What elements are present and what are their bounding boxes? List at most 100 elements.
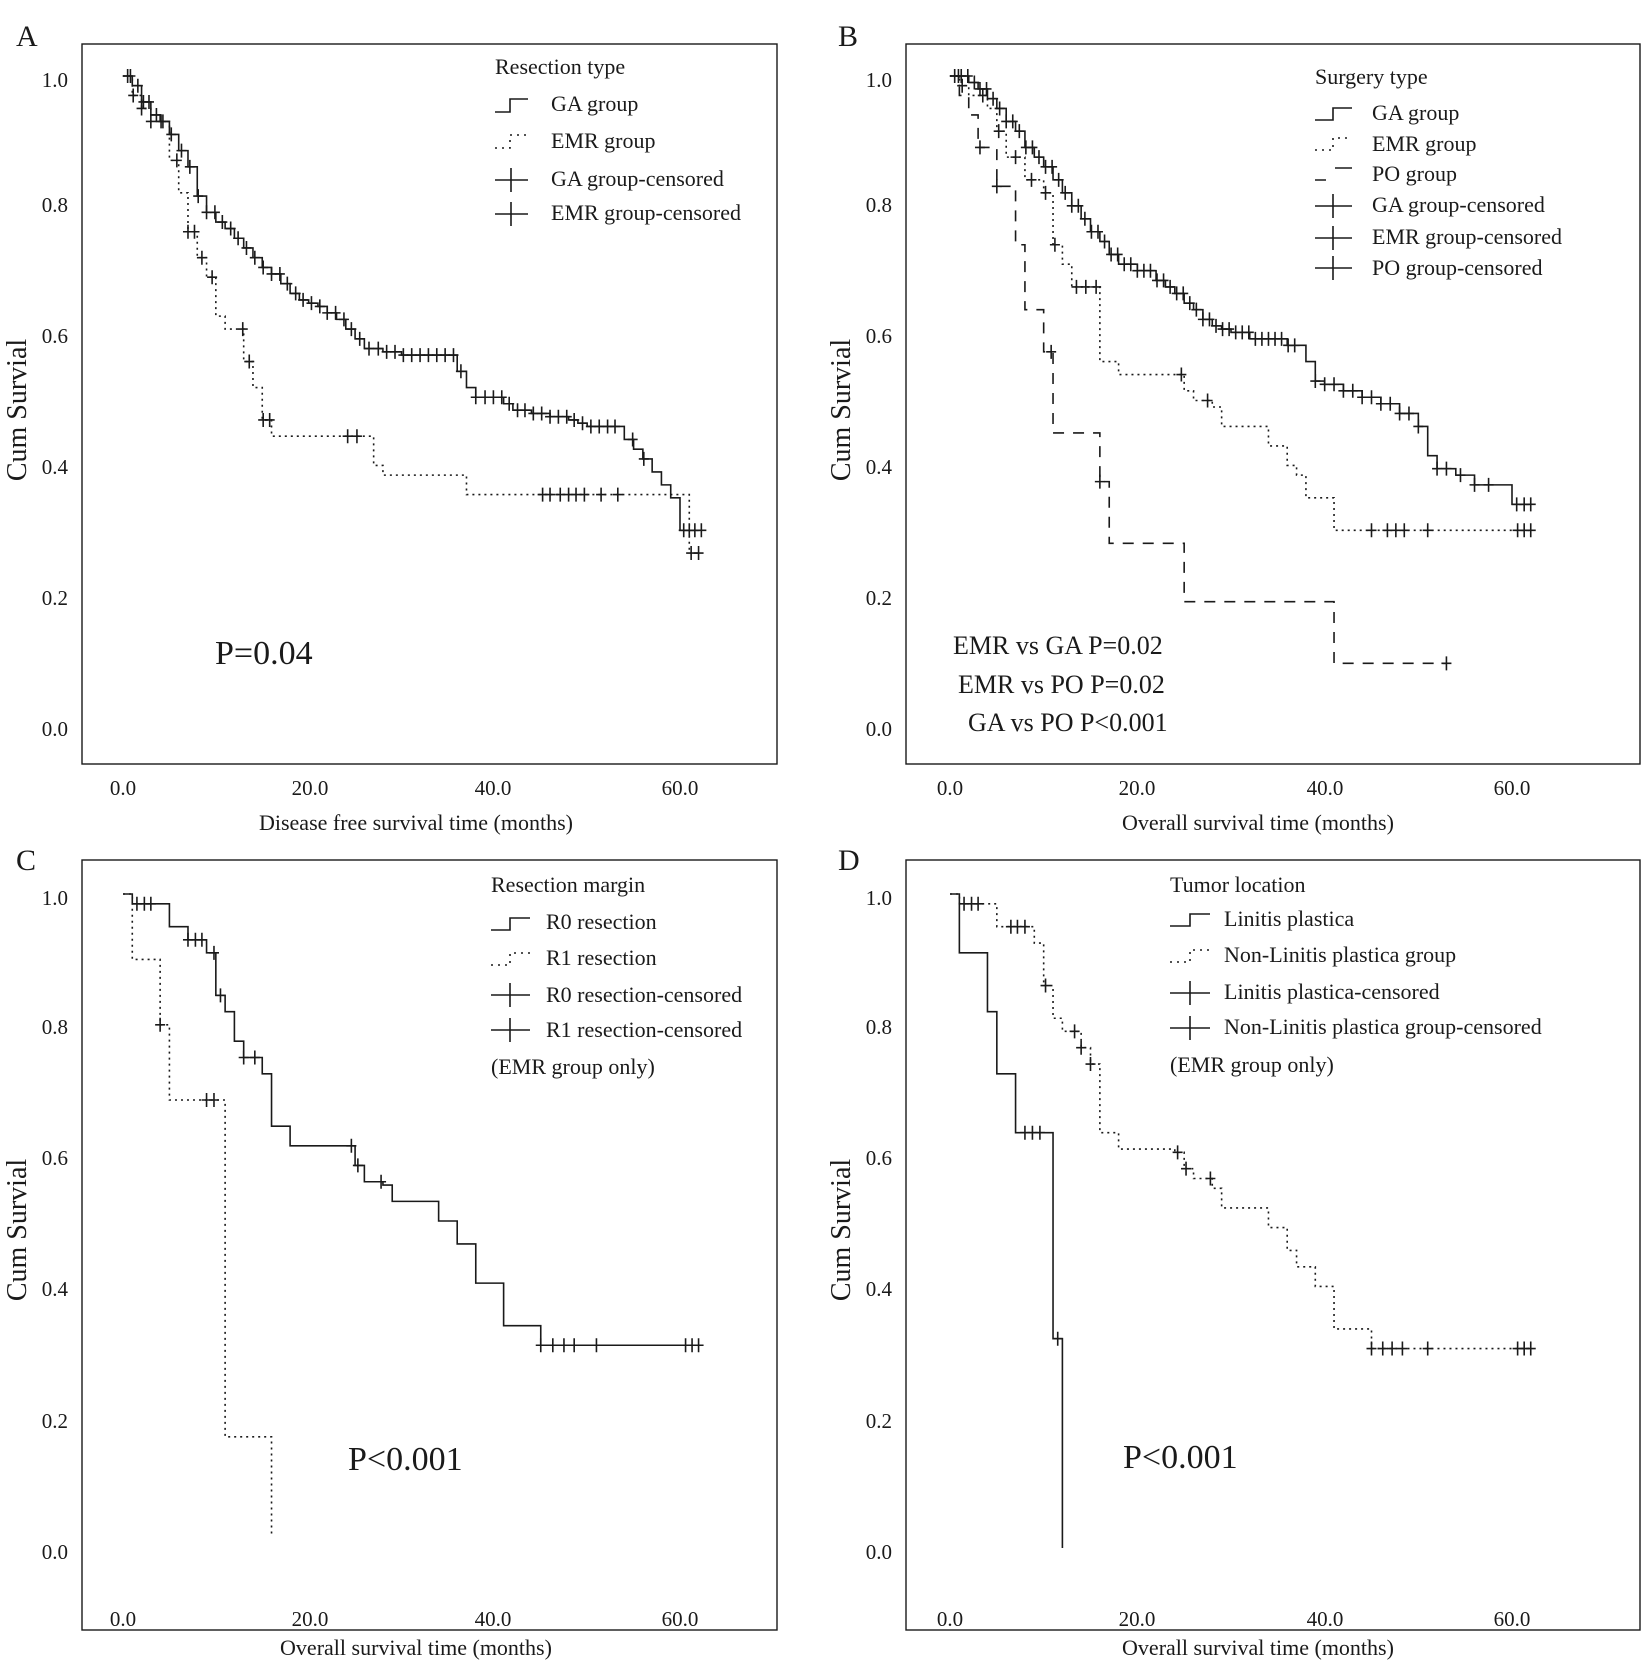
censor-mark: [1178, 286, 1189, 301]
censor-mark: [406, 348, 417, 363]
censor-mark: [249, 1050, 260, 1065]
legend-entry: Linitis plastica-censored: [1224, 979, 1440, 1004]
censor-mark: [1366, 523, 1377, 538]
censor-mark: [496, 390, 507, 405]
censor-mark: [991, 179, 1002, 194]
legend-note-c: (EMR group only): [491, 1054, 655, 1079]
censor-mark: [1165, 279, 1176, 294]
legend-c: Resection margin R0 resection R1 resecti…: [491, 872, 742, 1079]
plot-frame-b: [905, 43, 1641, 765]
censor-mark: [1033, 150, 1044, 165]
legend-entry: R1 resection: [546, 945, 657, 970]
censor-mark: [1099, 234, 1110, 249]
y-tick-label: 1.0: [42, 68, 68, 92]
censor-mark: [330, 305, 341, 320]
censor-mark: [1289, 338, 1300, 353]
censor-mark: [553, 409, 564, 424]
censor-mark: [579, 487, 590, 502]
y-tick-label: 0.0: [42, 717, 68, 741]
y-tick-labels-c: 0.0 0.2 0.4 0.6 0.8 1.0: [42, 886, 69, 1564]
legend-swatch-dotted: [1315, 137, 1352, 151]
censor-mark: [1202, 393, 1213, 408]
censor-mark: [1422, 1341, 1433, 1356]
censor-mark: [1047, 159, 1058, 174]
censor-mark: [225, 221, 236, 236]
legend-note-d: (EMR group only): [1170, 1052, 1334, 1077]
p-value-c: P<0.001: [348, 1441, 463, 1478]
censor-mark: [354, 331, 365, 346]
legend-d: Tumor location Linitis plastica Non-Lini…: [1170, 872, 1542, 1077]
censor-mark: [585, 419, 596, 434]
y-axis-label-d: Cum Survial: [826, 1159, 857, 1302]
x-tick-label: 40.0: [1307, 776, 1344, 800]
censor-mark: [977, 88, 988, 103]
y-tick-label: 0.0: [866, 717, 892, 741]
y-tick-label: 0.8: [42, 193, 68, 217]
censor-mark: [298, 292, 309, 307]
censor-mark: [244, 354, 255, 369]
censor-mark: [1276, 331, 1287, 346]
legend-entry: Linitis plastica: [1224, 906, 1354, 931]
panel-c: C 0.0 0.2 0.4 0.6 0.8 1.0 0.0 20.0 40.0 …: [2, 844, 778, 1660]
p-value-b-3: GA vs PO P<0.001: [968, 708, 1168, 737]
censor-mark: [1092, 224, 1103, 239]
censor-mark: [612, 487, 623, 502]
censor-mark: [1525, 497, 1536, 512]
censor-mark: [1347, 383, 1358, 398]
legend-entry: GA group-censored: [1372, 192, 1545, 217]
x-tick-labels-d: 0.0 20.0 40.0 60.0: [937, 1607, 1531, 1631]
censor-mark: [215, 988, 226, 1003]
censor-mark: [1319, 377, 1330, 392]
x-tick-label: 20.0: [292, 1607, 329, 1631]
legend-swatch-censor: [1315, 194, 1352, 218]
censor-mark: [398, 348, 409, 363]
censor-mark: [504, 396, 515, 411]
x-tick-label: 40.0: [475, 1607, 512, 1631]
p-value-b-2: EMR vs PO P=0.02: [958, 670, 1165, 699]
censor-mark: [1397, 1341, 1408, 1356]
censor-mark: [306, 296, 317, 311]
y-tick-label: 0.2: [42, 586, 68, 610]
censor-mark: [571, 487, 582, 502]
legend-swatch-dotted: [495, 134, 528, 149]
censor-mark: [1073, 198, 1084, 213]
legend-entry: R1 resection-censored: [546, 1017, 742, 1042]
censor-mark: [535, 1338, 546, 1353]
x-axis-label-b: Overall survival time (months): [1122, 810, 1394, 835]
censor-mark: [1366, 1341, 1377, 1356]
censor-mark: [1085, 1057, 1096, 1072]
p-value-d: P<0.001: [1123, 1439, 1238, 1476]
curves-c: [123, 893, 704, 1535]
censor-mark: [1377, 1341, 1388, 1356]
censor-mark: [1399, 523, 1410, 538]
y-tick-labels-a: 0.0 0.2 0.4 0.6 0.8 1.0: [42, 68, 69, 741]
censor-mark: [184, 159, 195, 174]
censor-mark: [561, 409, 572, 424]
censor-mark: [376, 1174, 387, 1189]
censor-mark: [208, 1093, 219, 1108]
y-tick-label: 0.8: [866, 193, 892, 217]
censor-mark: [145, 896, 156, 911]
censor-mark: [209, 205, 220, 220]
x-tick-labels-c: 0.0 20.0 40.0 60.0: [110, 1607, 699, 1631]
censor-mark: [440, 348, 451, 363]
km-curve-non-linitis-plastica-group: [950, 893, 1531, 1350]
censor-mark: [238, 1050, 249, 1065]
x-tick-label: 60.0: [1494, 776, 1531, 800]
legend-entry: EMR group-censored: [1372, 224, 1562, 249]
panel-a: A 0.0 0.2 0.4 0.6 0.8 1.0 0.0 20.0 40.0 …: [2, 20, 778, 835]
legend-swatch-solid: [495, 98, 528, 113]
censor-mark: [610, 419, 621, 434]
censor-mark: [1080, 279, 1091, 294]
x-tick-label: 20.0: [292, 776, 329, 800]
censor-mark: [1211, 318, 1222, 333]
p-value-b-1: EMR vs GA P=0.02: [953, 631, 1163, 660]
censor-mark: [1184, 296, 1195, 311]
censor-mark: [957, 78, 968, 93]
censor-mark: [962, 69, 973, 83]
censor-mark: [693, 1338, 704, 1353]
legend-swatch-censor: [491, 1018, 530, 1042]
x-tick-label: 60.0: [662, 1607, 699, 1631]
censor-mark: [547, 1338, 558, 1353]
